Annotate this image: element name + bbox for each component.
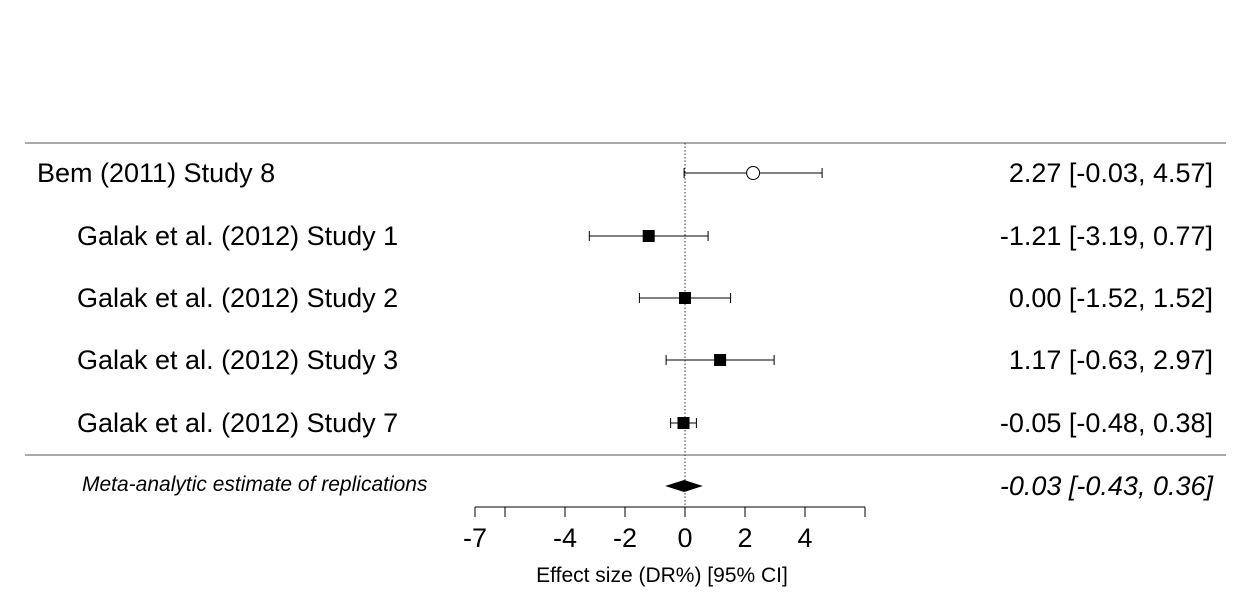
plot-marks-layer <box>642 166 761 492</box>
study-label: Galak et al. (2012) Study 2 <box>77 283 398 313</box>
point-estimate-square <box>677 417 690 429</box>
x-tick-label: 0 <box>677 523 692 553</box>
study-label: Galak et al. (2012) Study 7 <box>77 408 398 438</box>
study-label: Galak et al. (2012) Study 1 <box>77 221 398 251</box>
plot-text-layer: Bem (2011) Study 8 2.27 [-0.03, 4.57] Gala… <box>37 158 1214 587</box>
study-ci-text: -1.21 [-3.19, 0.77] <box>1000 221 1213 251</box>
x-tick-label: -7 <box>463 523 487 553</box>
point-estimate-square <box>714 354 727 366</box>
point-estimate-square <box>679 292 691 304</box>
x-tick-label: -2 <box>613 523 637 553</box>
study-ci-text: -0.05 [-0.48, 0.38] <box>1000 408 1213 438</box>
summary-ci-text: -0.03 [-0.43, 0.36] <box>1000 471 1215 501</box>
summary-diamond <box>665 480 703 492</box>
x-tick-label: -4 <box>553 523 577 553</box>
study-ci-text: 1.17 [-0.63, 2.97] <box>1009 345 1213 375</box>
point-estimate-square <box>642 230 655 242</box>
study-ci-text: 0.00 [-1.52, 1.52] <box>1009 283 1213 313</box>
point-estimate-circle <box>746 166 761 180</box>
x-axis-label: Effect size (DR%) [95% CI] <box>536 564 788 587</box>
x-tick-label: 4 <box>797 523 812 553</box>
study-label: Bem (2011) Study 8 <box>37 158 275 188</box>
plot-lines-layer <box>25 142 1226 517</box>
study-ci-text: 2.27 [-0.03, 4.57] <box>1009 158 1213 188</box>
study-label: Galak et al. (2012) Study 3 <box>77 345 398 375</box>
summary-label: Meta-analytic estimate of replications <box>82 473 428 496</box>
x-tick-label: 2 <box>737 523 752 553</box>
